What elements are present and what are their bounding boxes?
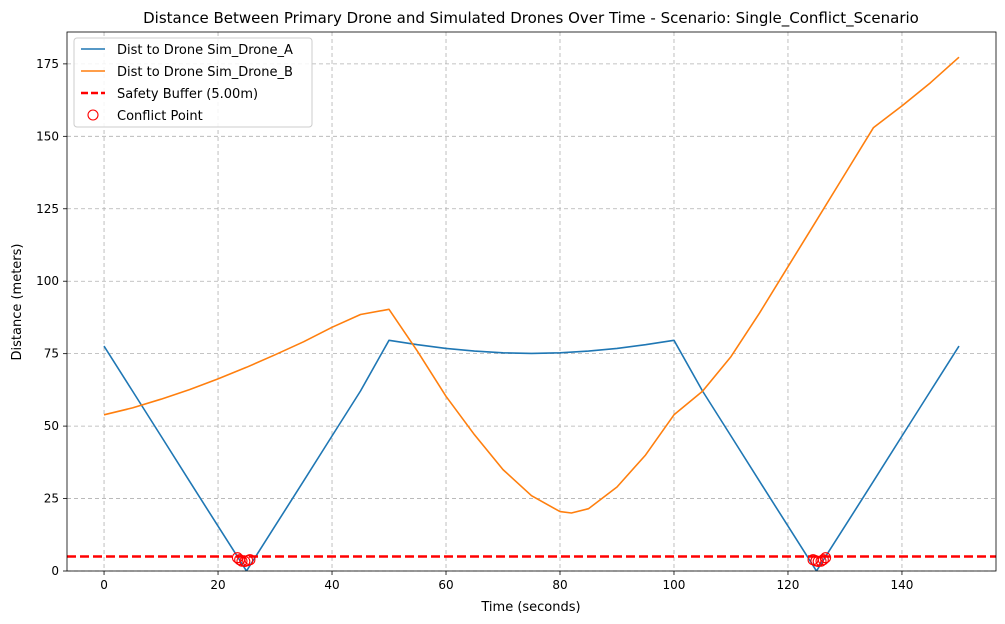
plot-series-group — [67, 56, 996, 571]
y-tick-label: 50 — [44, 419, 59, 433]
x-tick-label: 0 — [100, 578, 108, 592]
y-tick-label: 0 — [51, 564, 59, 578]
y-tick-label: 150 — [36, 129, 59, 143]
x-tick-label: 80 — [552, 578, 567, 592]
conflict-point-marker — [244, 554, 256, 566]
conflict-point-marker — [820, 552, 832, 564]
legend-box — [73, 37, 313, 128]
x-tick-label: 40 — [324, 578, 339, 592]
y-tick-label: 175 — [36, 57, 59, 71]
chart-title: Distance Between Primary Drone and Simul… — [143, 9, 919, 28]
y-axis-label: Distance (meters) — [10, 244, 25, 361]
x-axis-label: Time (seconds) — [480, 600, 580, 615]
legend-label: Safety Buffer (5.00m) — [117, 87, 258, 102]
x-tick-label: 20 — [210, 578, 225, 592]
series-line-sim-drone-b — [103, 56, 960, 514]
grid — [67, 32, 996, 572]
x-tick-label: 60 — [438, 578, 453, 592]
x-tick-label: 140 — [891, 578, 914, 592]
legend: Dist to Drone Sim_Drone_A Dist to Drone S… — [73, 37, 313, 128]
y-tick-label: 125 — [36, 202, 59, 216]
legend-swatch-conflict-point — [87, 109, 99, 121]
legend-label: Dist to Drone Sim_Drone_A — [117, 43, 293, 58]
x-tick-label: 100 — [663, 578, 686, 592]
conflict-point-marker — [817, 554, 829, 566]
axes: 0 20 40 60 80 100 120 140 0 25 50 75 100 125 150 175 — [36, 31, 997, 592]
y-tick-label: 75 — [44, 347, 59, 361]
x-tick-label: 120 — [777, 578, 800, 592]
legend-label: Conflict Point — [117, 109, 203, 124]
plot-area — [67, 56, 996, 571]
y-tick-label: 25 — [44, 492, 59, 506]
legend-label: Dist to Drone Sim_Drone_B — [117, 65, 293, 80]
axes-frame — [66, 31, 997, 572]
y-tick-label: 100 — [36, 274, 59, 288]
